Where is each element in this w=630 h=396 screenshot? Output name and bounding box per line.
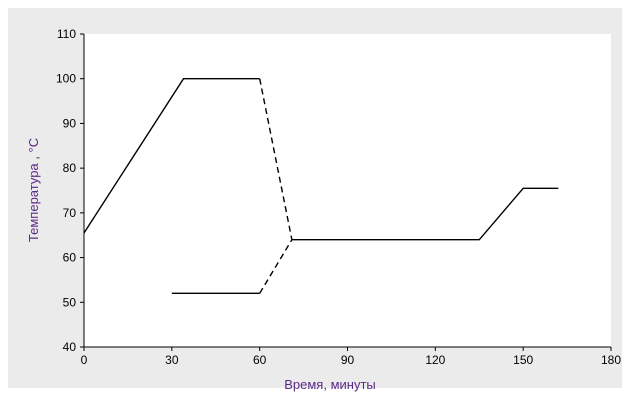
x-tick-label: 180 [601, 353, 621, 367]
series-line-4 [259, 239, 293, 294]
x-tick-label: 60 [253, 353, 267, 367]
y-tick-label: 80 [63, 161, 77, 175]
y-tick-label: 110 [57, 27, 76, 41]
y-tick-label: 100 [56, 72, 76, 86]
series-line-5 [291, 187, 559, 241]
x-tick-label: 150 [513, 353, 533, 367]
series-line-1 [83, 77, 260, 234]
x-tick-label: 90 [341, 353, 355, 367]
y-tick-label: 60 [63, 251, 77, 265]
x-axis-title: Время, минуты [284, 377, 376, 392]
plot-area [84, 34, 611, 347]
x-tick-label: 0 [81, 353, 88, 367]
y-tick-label: 70 [63, 206, 77, 220]
series-line-2 [259, 78, 293, 240]
y-tick-label: 50 [63, 295, 77, 309]
x-tick-label: 30 [165, 353, 179, 367]
y-axis-title: Температура , °C [26, 138, 41, 242]
y-tick-label: 40 [63, 340, 77, 354]
x-tick-label: 120 [425, 353, 445, 367]
y-tick-label: 90 [63, 116, 77, 130]
